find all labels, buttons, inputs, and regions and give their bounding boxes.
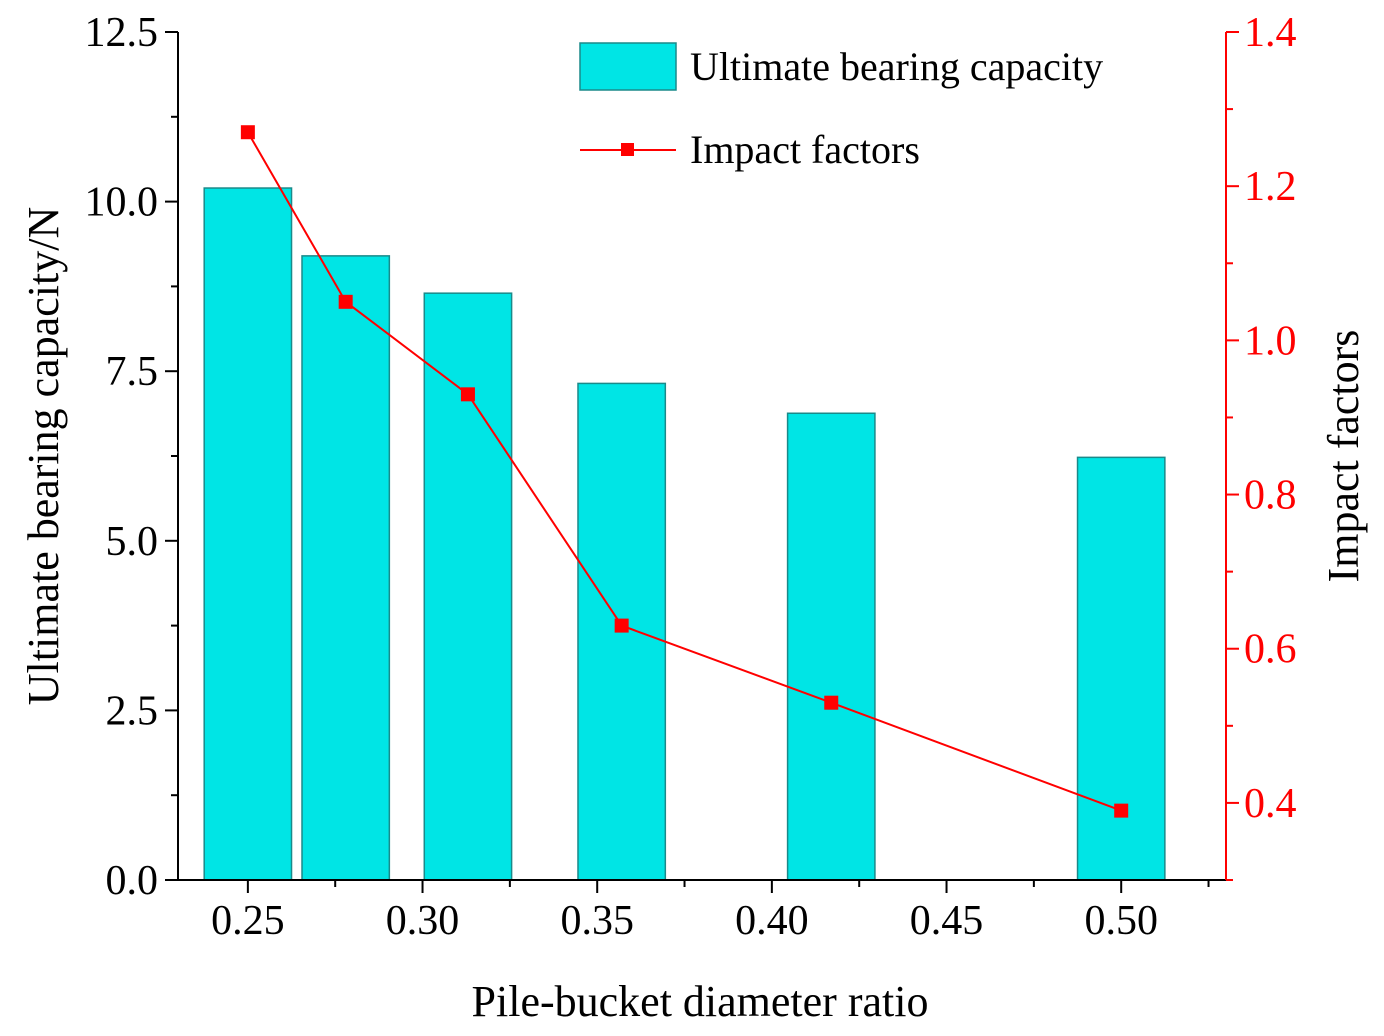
- legend-bar-swatch: [579, 42, 677, 91]
- impact-factors-line: [247, 131, 1122, 812]
- bar: [786, 412, 876, 881]
- x-tick-label: 0.30: [386, 898, 460, 944]
- y2-tick-label: 0.6: [1244, 627, 1297, 673]
- y2-tick-label: 0.8: [1244, 473, 1297, 519]
- y-tick-label: 12.5: [85, 10, 159, 56]
- y2-axis-title: Impact factors: [1319, 330, 1368, 583]
- bar: [203, 187, 293, 881]
- impact-factor-point: [824, 695, 839, 710]
- x-tick-label: 0.45: [910, 898, 984, 944]
- bar: [301, 255, 391, 881]
- legend: Ultimate bearing capacity Impact factors: [579, 42, 1103, 172]
- legend-label-line: Impact factors: [690, 127, 920, 172]
- impact-factor-point: [1114, 803, 1129, 818]
- x-axis-title: Pile-bucket diameter ratio: [472, 977, 929, 1026]
- legend-marker-swatch: [621, 143, 634, 156]
- y-tick-label: 7.5: [106, 349, 159, 395]
- x-tick-label: 0.50: [1084, 898, 1158, 944]
- x-tick-label: 0.35: [560, 898, 634, 944]
- impact-factor-point: [240, 125, 255, 140]
- bars-layer: [203, 187, 1166, 881]
- impact-factor-point: [460, 387, 475, 402]
- x-tick-label: 0.40: [735, 898, 809, 944]
- y-tick-label: 5.0: [106, 519, 159, 565]
- y-tick-label: 10.0: [85, 180, 159, 226]
- axes-layer: 0.25 0.30 0.35 0.40 0.45 0.50 0.0 2.5 5.0 7.5 10.0…: [85, 10, 1297, 944]
- y-tick-label: 0.0: [106, 858, 159, 904]
- y-axis-title: Ultimate bearing capacity/N: [19, 207, 68, 705]
- x-tick-label: 0.25: [211, 898, 285, 944]
- impact-factor-point: [614, 618, 629, 633]
- y2-tick-label: 1.4: [1244, 10, 1297, 56]
- bar: [423, 292, 513, 881]
- y2-tick-label: 0.4: [1244, 781, 1297, 827]
- impact-factor-point: [338, 294, 353, 309]
- y2-tick-label: 1.0: [1244, 318, 1297, 364]
- legend-label-bars: Ultimate bearing capacity: [690, 44, 1103, 89]
- y-tick-label: 2.5: [106, 688, 159, 734]
- line-layer: [240, 125, 1129, 818]
- y2-tick-label: 1.2: [1244, 164, 1297, 210]
